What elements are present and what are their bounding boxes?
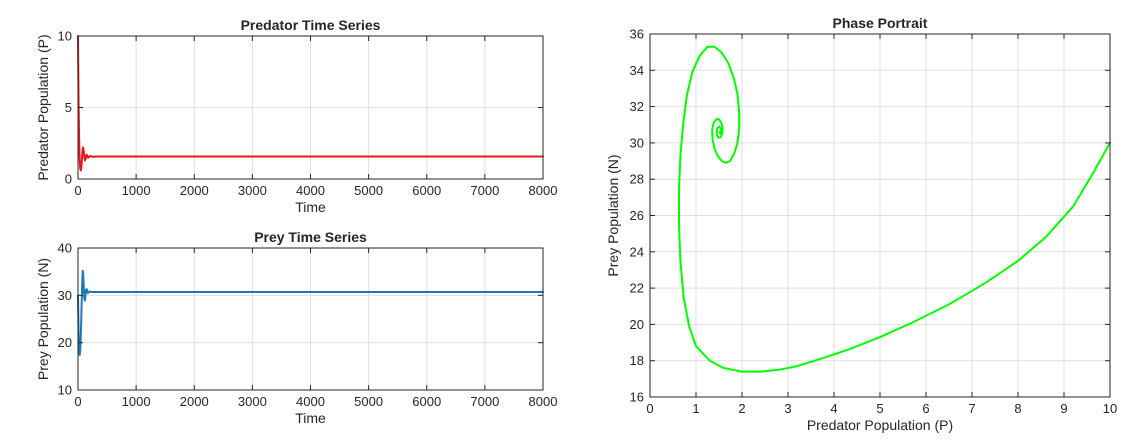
x-tick-label: 8000 xyxy=(529,394,558,409)
x-tick-label: 0 xyxy=(74,394,81,409)
y-tick-label: 40 xyxy=(58,241,72,256)
x-tick-label: 5 xyxy=(876,401,883,416)
y-tick-label: 30 xyxy=(58,288,72,303)
x-tick-label: 4000 xyxy=(296,183,325,198)
x-tick-label: 5000 xyxy=(354,394,383,409)
y-tick-label: 5 xyxy=(65,100,72,115)
x-tick-label: 3000 xyxy=(238,183,267,198)
x-tick-label: 1000 xyxy=(122,394,151,409)
x-tick-label: 6000 xyxy=(412,394,441,409)
y-tick-label: 32 xyxy=(630,99,644,114)
chart-title: Prey Time Series xyxy=(254,229,367,245)
y-tick-label: 26 xyxy=(630,208,644,223)
x-tick-label: 9 xyxy=(1060,401,1067,416)
chart-title: Phase Portrait xyxy=(833,15,928,31)
y-axis-label: Predator Population (P) xyxy=(35,34,51,180)
x-tick-label: 3000 xyxy=(238,394,267,409)
x-tick-label: 7000 xyxy=(470,394,499,409)
x-tick-label: 7000 xyxy=(470,183,499,198)
x-tick-label: 6000 xyxy=(412,183,441,198)
x-tick-label: 2000 xyxy=(180,183,209,198)
x-tick-label: 8000 xyxy=(529,183,558,198)
y-tick-label: 0 xyxy=(65,172,72,187)
y-tick-label: 36 xyxy=(630,27,644,42)
chart-1: 0 1000 2000 3000 4000 5000 6000 7000 8000 10 20 30 4… xyxy=(35,229,557,426)
x-tick-label: 2 xyxy=(738,401,745,416)
y-tick-label: 20 xyxy=(58,335,72,350)
y-tick-label: 22 xyxy=(630,281,644,296)
y-tick-label: 24 xyxy=(630,244,644,259)
series-line-0 xyxy=(678,45,1111,373)
y-tick-label: 34 xyxy=(630,63,644,78)
series-line-0 xyxy=(77,35,544,172)
x-axis-label: Time xyxy=(295,199,326,215)
y-tick-label: 20 xyxy=(630,317,644,332)
y-tick-label: 10 xyxy=(58,29,72,44)
x-tick-label: 6 xyxy=(922,401,929,416)
x-tick-label: 10 xyxy=(1103,401,1117,416)
y-axis-label: Prey Population (N) xyxy=(605,154,621,276)
x-tick-label: 3 xyxy=(784,401,791,416)
y-tick-label: 30 xyxy=(630,135,644,150)
x-tick-label: 2000 xyxy=(180,394,209,409)
chart-0: 0 1000 2000 3000 4000 5000 6000 7000 8000 0 5 10 Pre… xyxy=(35,17,557,215)
x-axis-label: Time xyxy=(295,410,326,426)
x-tick-label: 4000 xyxy=(296,394,325,409)
x-tick-label: 7 xyxy=(968,401,975,416)
y-tick-label: 16 xyxy=(630,390,644,405)
x-tick-label: 0 xyxy=(646,401,653,416)
x-tick-label: 5000 xyxy=(354,183,383,198)
chart-2: 0 1 2 3 4 5 6 7 8 9 101618202224262830323436Phase … xyxy=(605,15,1117,433)
y-tick-label: 10 xyxy=(58,383,72,398)
series-line-0 xyxy=(77,269,544,356)
y-axis-label: Prey Population (N) xyxy=(35,258,51,380)
x-tick-label: 8 xyxy=(1014,401,1021,416)
y-tick-label: 18 xyxy=(630,353,644,368)
chart-title: Predator Time Series xyxy=(241,17,381,33)
x-tick-label: 1 xyxy=(692,401,699,416)
x-tick-label: 0 xyxy=(74,183,81,198)
x-tick-label: 4 xyxy=(830,401,837,416)
x-axis-label: Predator Population (P) xyxy=(807,417,953,433)
y-tick-label: 28 xyxy=(630,172,644,187)
x-tick-label: 1000 xyxy=(122,183,151,198)
